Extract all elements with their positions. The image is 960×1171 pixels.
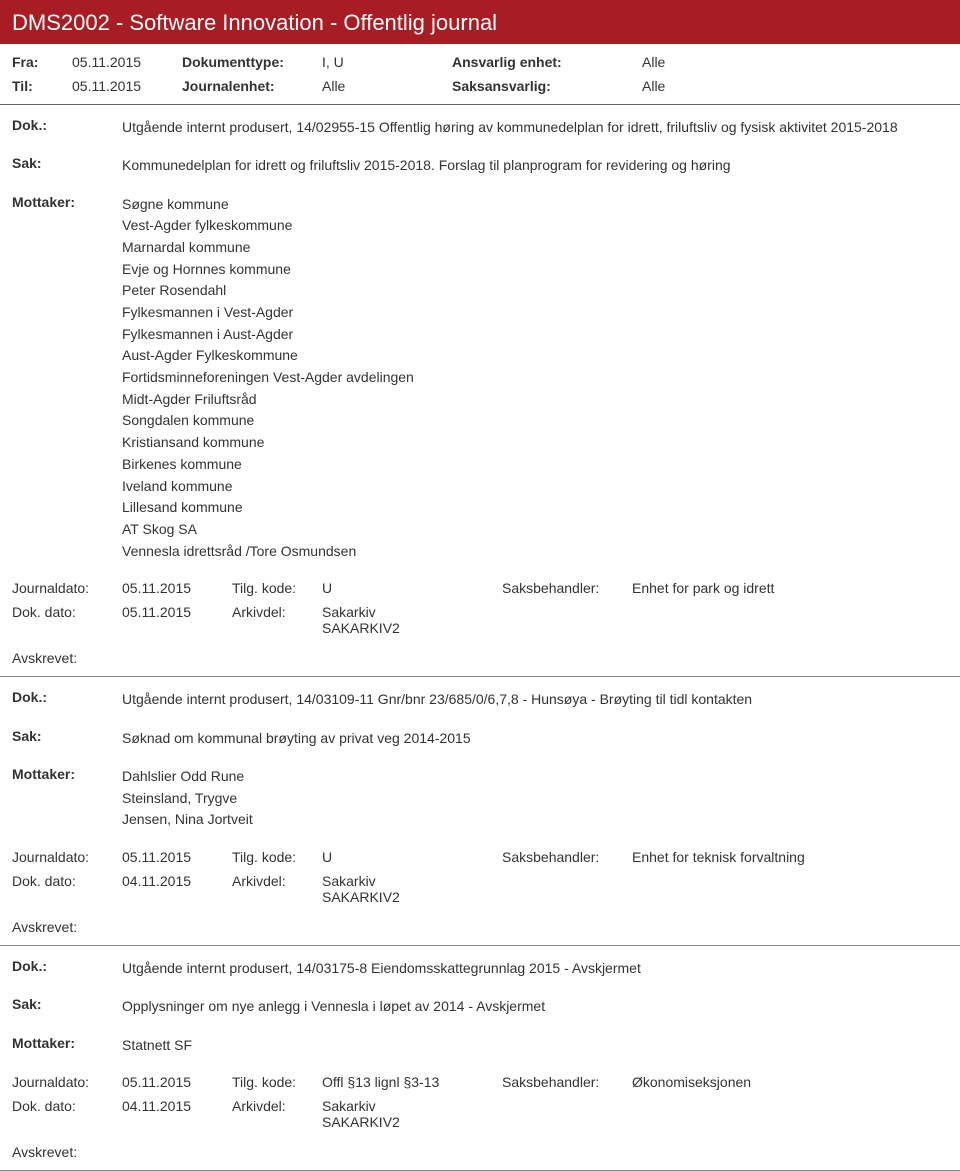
dokdato-label: Dok. dato: bbox=[12, 604, 122, 636]
journal-entry: Dok.:Utgående internt produsert, 14/0310… bbox=[0, 677, 960, 905]
til-value: 05.11.2015 bbox=[72, 78, 182, 94]
mottaker-item: Kristiansand kommune bbox=[122, 432, 948, 454]
mottaker-item: Søgne kommune bbox=[122, 194, 948, 216]
journaldato-label: Journaldato: bbox=[12, 849, 122, 865]
mottaker-item: Dahlslier Odd Rune bbox=[122, 766, 948, 788]
mottaker-item: Lillesand kommune bbox=[122, 497, 948, 519]
dokdato-value: 04.11.2015 bbox=[122, 1098, 232, 1130]
mottaker-item: Marnardal kommune bbox=[122, 237, 948, 259]
saksansvarlig-label: Saksansvarlig: bbox=[452, 78, 642, 94]
saksansvarlig-value: Alle bbox=[642, 78, 665, 94]
saksbehandler-label: Saksbehandler: bbox=[502, 580, 632, 596]
til-label: Til: bbox=[12, 78, 72, 94]
arkivdel-label: Arkivdel: bbox=[232, 604, 322, 636]
mottaker-item: Vest-Agder fylkeskommune bbox=[122, 215, 948, 237]
journalenhet-value: Alle bbox=[322, 78, 452, 94]
mottaker-item: Fylkesmannen i Vest-Agder bbox=[122, 302, 948, 324]
mottaker-item: Evje og Hornnes kommune bbox=[122, 259, 948, 281]
sak-label: Sak: bbox=[12, 155, 122, 175]
mottaker-item: Jensen, Nina Jortveit bbox=[122, 809, 948, 831]
mottaker-list: Søgne kommuneVest-Agder fylkeskommuneMar… bbox=[122, 194, 948, 563]
ansvarlig-value: Alle bbox=[642, 54, 665, 70]
mottaker-item: Vennesla idrettsråd /Tore Osmundsen bbox=[122, 541, 948, 563]
mottaker-label: Mottaker: bbox=[12, 1035, 122, 1057]
ansvarlig-label: Ansvarlig enhet: bbox=[452, 54, 642, 70]
dok-value: Utgående internt produsert, 14/03109-11 … bbox=[122, 689, 948, 709]
fra-label: Fra: bbox=[12, 54, 72, 70]
mottaker-item: Songdalen kommune bbox=[122, 410, 948, 432]
mottaker-list: Dahlslier Odd RuneSteinsland, TrygveJens… bbox=[122, 766, 948, 831]
tilgkode-label: Tilg. kode: bbox=[232, 849, 322, 865]
filter-row-1: Fra: 05.11.2015 Dokumenttype: I, U Ansva… bbox=[0, 44, 960, 74]
page-title: DMS2002 - Software Innovation - Offentli… bbox=[12, 10, 497, 35]
tilgkode-value: Offl §13 lignl §3-13 bbox=[322, 1074, 502, 1090]
mottaker-label: Mottaker: bbox=[12, 766, 122, 831]
dokdato-label: Dok. dato: bbox=[12, 1098, 122, 1130]
arkivdel-value: SakarkivSAKARKIV2 bbox=[322, 604, 502, 636]
dokdato-value: 05.11.2015 bbox=[122, 604, 232, 636]
saksbehandler-value: Enhet for teknisk forvaltning bbox=[632, 849, 948, 865]
page-header: DMS2002 - Software Innovation - Offentli… bbox=[0, 0, 960, 44]
mottaker-item: Peter Rosendahl bbox=[122, 280, 948, 302]
saksbehandler-label: Saksbehandler: bbox=[502, 849, 632, 865]
journaldato-value: 05.11.2015 bbox=[122, 580, 232, 596]
doktype-value: I, U bbox=[322, 54, 452, 70]
journaldato-label: Journaldato: bbox=[12, 1074, 122, 1090]
sak-value: Kommunedelplan for idrett og friluftsliv… bbox=[122, 155, 948, 175]
journaldato-value: 05.11.2015 bbox=[122, 849, 232, 865]
journaldato-value: 05.11.2015 bbox=[122, 1074, 232, 1090]
mottaker-item: Aust-Agder Fylkeskommune bbox=[122, 345, 948, 367]
journal-entry: Dok.:Utgående internt produsert, 14/0317… bbox=[0, 946, 960, 1130]
tilgkode-label: Tilg. kode: bbox=[232, 1074, 322, 1090]
avskrevet-label: Avskrevet: bbox=[0, 644, 960, 672]
dokdato-label: Dok. dato: bbox=[12, 873, 122, 905]
saksbehandler-label: Saksbehandler: bbox=[502, 1074, 632, 1090]
dok-value: Utgående internt produsert, 14/02955-15 … bbox=[122, 117, 948, 137]
saksbehandler-value: Økonomiseksjonen bbox=[632, 1074, 948, 1090]
mottaker-list: Statnett SF bbox=[122, 1035, 948, 1057]
sak-label: Sak: bbox=[12, 996, 122, 1016]
mottaker-item: AT Skog SA bbox=[122, 519, 948, 541]
tilgkode-value: U bbox=[322, 849, 502, 865]
arkivdel-label: Arkivdel: bbox=[232, 1098, 322, 1130]
fra-value: 05.11.2015 bbox=[72, 54, 182, 70]
avskrevet-label: Avskrevet: bbox=[0, 1138, 960, 1166]
mottaker-item: Birkenes kommune bbox=[122, 454, 948, 476]
journal-entry: Dok.:Utgående internt produsert, 14/0295… bbox=[0, 105, 960, 636]
arkivdel-value: SakarkivSAKARKIV2 bbox=[322, 1098, 502, 1130]
mottaker-item: Iveland kommune bbox=[122, 476, 948, 498]
mottaker-item: Fortidsminneforeningen Vest-Agder avdeli… bbox=[122, 367, 948, 389]
mottaker-item: Statnett SF bbox=[122, 1035, 948, 1057]
saksbehandler-value: Enhet for park og idrett bbox=[632, 580, 948, 596]
mottaker-item: Midt-Agder Friluftsråd bbox=[122, 389, 948, 411]
journalenhet-label: Journalenhet: bbox=[182, 78, 322, 94]
dok-label: Dok.: bbox=[12, 958, 122, 978]
dok-label: Dok.: bbox=[12, 117, 122, 137]
journaldato-label: Journaldato: bbox=[12, 580, 122, 596]
mottaker-label: Mottaker: bbox=[12, 194, 122, 563]
sak-value: Opplysninger om nye anlegg i Vennesla i … bbox=[122, 996, 948, 1016]
dok-value: Utgående internt produsert, 14/03175-8 E… bbox=[122, 958, 948, 978]
tilgkode-value: U bbox=[322, 580, 502, 596]
arkivdel-label: Arkivdel: bbox=[232, 873, 322, 905]
filter-row-2: Til: 05.11.2015 Journalenhet: Alle Saksa… bbox=[0, 74, 960, 98]
arkivdel-value: SakarkivSAKARKIV2 bbox=[322, 873, 502, 905]
sak-value: Søknad om kommunal brøyting av privat ve… bbox=[122, 728, 948, 748]
doktype-label: Dokumenttype: bbox=[182, 54, 322, 70]
mottaker-item: Steinsland, Trygve bbox=[122, 788, 948, 810]
tilgkode-label: Tilg. kode: bbox=[232, 580, 322, 596]
avskrevet-label: Avskrevet: bbox=[0, 913, 960, 941]
dokdato-value: 04.11.2015 bbox=[122, 873, 232, 905]
dok-label: Dok.: bbox=[12, 689, 122, 709]
mottaker-item: Fylkesmannen i Aust-Agder bbox=[122, 324, 948, 346]
sak-label: Sak: bbox=[12, 728, 122, 748]
